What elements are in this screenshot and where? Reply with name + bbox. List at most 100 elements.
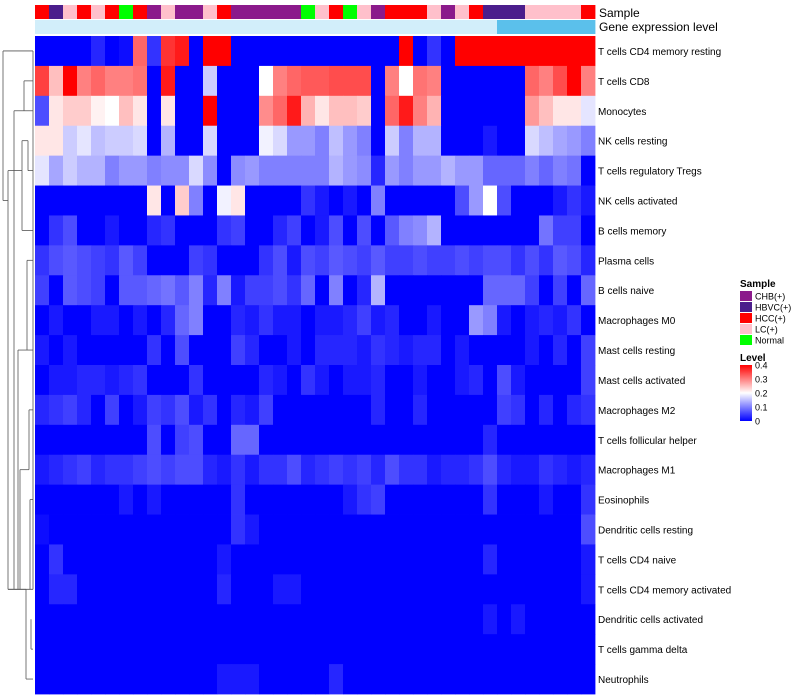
heatmap-cell	[385, 185, 400, 216]
heatmap-cell	[203, 245, 218, 276]
heatmap-cell	[455, 365, 470, 396]
heatmap-cell	[511, 245, 526, 276]
heatmap-cell	[553, 95, 568, 127]
sample-annotation-cell	[273, 5, 288, 19]
heatmap-cell	[147, 305, 162, 336]
heatmap-cell	[329, 185, 344, 216]
heatmap-cell	[539, 604, 554, 635]
heatmap-cell	[413, 36, 428, 67]
heatmap-cell	[175, 215, 190, 246]
heatmap-cell	[259, 424, 274, 456]
gene-annotation-cell	[371, 20, 386, 34]
heatmap-cell	[77, 574, 92, 605]
heatmap-cell	[581, 664, 596, 695]
heatmap-cell	[105, 335, 120, 366]
heatmap-cell	[399, 335, 414, 366]
heatmap-cell	[287, 215, 302, 246]
heatmap-cell	[455, 65, 470, 97]
heatmap-cell	[525, 664, 540, 695]
heatmap-cell	[469, 544, 484, 575]
heatmap-cell	[203, 95, 218, 127]
heatmap-cell	[539, 574, 554, 605]
heatmap-cell	[147, 36, 162, 67]
gene-annotation-cell	[245, 20, 260, 34]
heatmap-cell	[287, 664, 302, 695]
heatmap-cell	[385, 275, 400, 306]
heatmap-cell	[315, 424, 330, 456]
heatmap-cell	[189, 454, 204, 486]
heatmap-cell	[581, 155, 596, 186]
heatmap-cell	[483, 245, 498, 276]
heatmap-cell	[49, 365, 64, 396]
heatmap-cell	[231, 454, 246, 486]
row-label: T cells gamma delta	[598, 645, 688, 656]
heatmap-cell	[357, 335, 372, 366]
heatmap-cell	[245, 155, 260, 186]
heatmap-cell	[273, 514, 288, 545]
heatmap-cell	[273, 125, 288, 157]
heatmap-cell	[119, 245, 134, 276]
heatmap-cell	[231, 544, 246, 575]
heatmap-cell	[91, 394, 106, 426]
heatmap-cell	[119, 394, 134, 426]
heatmap-cell	[161, 544, 176, 575]
heatmap-cell	[511, 664, 526, 695]
heatmap-cell	[203, 514, 218, 545]
sample-annotation-cell	[567, 5, 582, 19]
heatmap-cell	[273, 574, 288, 605]
sample-annotation-cell	[525, 5, 540, 19]
heatmap-cell	[581, 454, 596, 486]
heatmap-cell	[77, 36, 92, 67]
heatmap-cell	[539, 424, 554, 456]
heatmap-cell	[63, 365, 78, 396]
heatmap-cell	[217, 245, 232, 276]
heatmap-cell	[511, 95, 526, 127]
heatmap-cell	[539, 305, 554, 336]
heatmap-cell	[301, 245, 316, 276]
heatmap-cell	[511, 514, 526, 545]
heatmap-cell	[329, 335, 344, 366]
heatmap-cell	[273, 484, 288, 515]
heatmap-cell	[581, 125, 596, 157]
heatmap-cell	[287, 514, 302, 545]
heatmap-cell	[427, 574, 442, 605]
heatmap-cell	[357, 664, 372, 695]
heatmap-cell	[315, 664, 330, 695]
heatmap-cell	[301, 424, 316, 456]
heatmap-cell	[469, 365, 484, 396]
heatmap-cell	[161, 454, 176, 486]
sample-annotation-cell	[371, 5, 386, 19]
heatmap-cell	[63, 36, 78, 67]
heatmap-cell	[231, 305, 246, 336]
heatmap-cell	[175, 574, 190, 605]
heatmap-cell	[343, 604, 358, 635]
heatmap-cell	[147, 514, 162, 545]
heatmap-cell	[63, 275, 78, 306]
heatmap-cell	[371, 574, 386, 605]
heatmap-cell	[553, 245, 568, 276]
heatmap-cell	[147, 275, 162, 306]
heatmap-cell	[469, 275, 484, 306]
heatmap-cell	[427, 454, 442, 486]
heatmap-cell	[301, 454, 316, 486]
heatmap-cell	[189, 125, 204, 157]
heatmap-cell	[217, 664, 232, 695]
heatmap-cell	[49, 514, 64, 545]
heatmap-cell	[581, 604, 596, 635]
heatmap-cell	[35, 335, 50, 366]
heatmap-cell	[539, 215, 554, 246]
heatmap-cell	[399, 365, 414, 396]
heatmap-cell	[371, 544, 386, 575]
heatmap-cell	[105, 424, 120, 456]
heatmap-cell	[385, 664, 400, 695]
heatmap-cell	[525, 275, 540, 306]
heatmap-cell	[441, 365, 456, 396]
gene-annotation-cell	[385, 20, 400, 34]
heatmap-cell	[77, 65, 92, 97]
heatmap-cell	[525, 454, 540, 486]
sample-annotation-cell	[301, 5, 316, 19]
sample-legend-swatch	[740, 313, 752, 323]
heatmap-cell	[287, 36, 302, 67]
heatmap-cell	[119, 664, 134, 695]
heatmap-cell	[105, 604, 120, 635]
